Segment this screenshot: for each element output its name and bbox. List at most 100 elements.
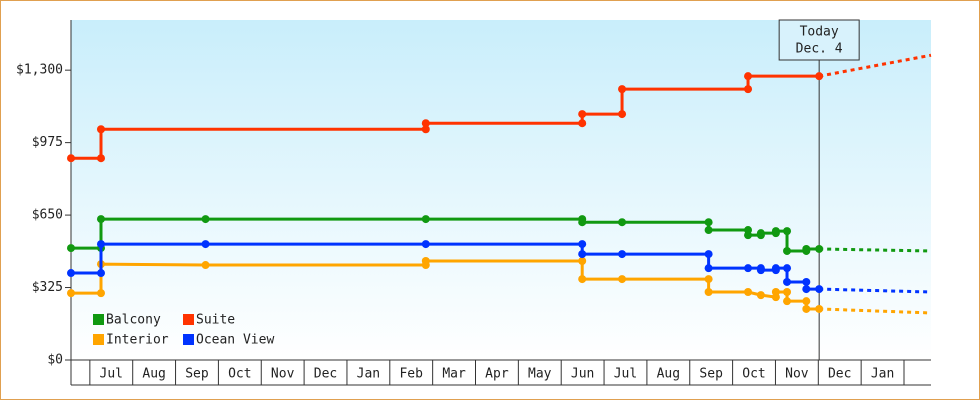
projection-line bbox=[819, 307, 932, 315]
point bbox=[67, 269, 75, 278]
x-tick-label: Nov bbox=[271, 367, 295, 382]
x-tick-label: Jan bbox=[871, 367, 894, 382]
point bbox=[744, 231, 753, 240]
plot-area bbox=[71, 20, 931, 360]
point bbox=[802, 297, 811, 306]
y-tick-label: $325 bbox=[32, 280, 63, 295]
y-tick-label: $975 bbox=[32, 135, 63, 150]
point bbox=[783, 277, 792, 286]
point bbox=[96, 215, 105, 224]
point bbox=[815, 72, 824, 81]
today-label: Today bbox=[800, 25, 839, 40]
point bbox=[578, 240, 587, 249]
legend-label: Balcony bbox=[106, 313, 161, 328]
point bbox=[783, 288, 792, 296]
projection-line bbox=[819, 247, 932, 253]
y-tick-label: $0 bbox=[47, 353, 63, 368]
point bbox=[744, 72, 753, 81]
point bbox=[67, 289, 75, 298]
x-tick-label: Oct bbox=[742, 367, 765, 382]
point bbox=[704, 218, 713, 227]
x-tick-label: Jun bbox=[571, 367, 594, 382]
x-tick-label: Aug bbox=[142, 367, 165, 382]
x-tick-label: Apr bbox=[485, 367, 509, 382]
point bbox=[756, 229, 765, 238]
point bbox=[618, 275, 627, 284]
point bbox=[704, 264, 713, 273]
point bbox=[771, 288, 780, 296]
point bbox=[421, 125, 430, 134]
x-tick-label: Nov bbox=[785, 367, 809, 382]
legend-swatch bbox=[183, 314, 194, 325]
legend-label: Ocean View bbox=[196, 333, 274, 348]
projection-line bbox=[818, 53, 932, 78]
point bbox=[618, 250, 627, 259]
legend-swatch bbox=[93, 314, 104, 325]
projection-line bbox=[819, 287, 932, 294]
point bbox=[201, 261, 210, 270]
point bbox=[771, 264, 780, 273]
x-tick-label: Jul bbox=[100, 367, 123, 382]
today-box bbox=[778, 19, 860, 61]
point bbox=[783, 227, 792, 236]
point bbox=[815, 285, 824, 294]
point bbox=[96, 289, 105, 298]
point bbox=[704, 275, 713, 284]
x-tick-label: Oct bbox=[228, 367, 251, 382]
point bbox=[802, 277, 811, 286]
point bbox=[783, 246, 792, 255]
point bbox=[744, 288, 753, 296]
point bbox=[96, 269, 105, 278]
x-tick-label: May bbox=[528, 367, 552, 382]
point bbox=[201, 240, 210, 249]
point bbox=[578, 218, 587, 227]
x-tick-label: Dec bbox=[828, 367, 851, 382]
point bbox=[771, 227, 780, 236]
x-tick-label: Dec bbox=[314, 367, 337, 382]
point bbox=[421, 240, 430, 249]
point bbox=[704, 250, 713, 259]
point bbox=[421, 257, 430, 266]
point bbox=[578, 110, 587, 119]
point bbox=[96, 125, 105, 134]
x-tick-label: Sep bbox=[699, 367, 723, 382]
x-tick-label: Jul bbox=[614, 367, 637, 382]
point bbox=[744, 85, 753, 94]
point bbox=[578, 257, 587, 266]
point bbox=[802, 285, 811, 294]
x-tick-label: Feb bbox=[399, 367, 423, 382]
point bbox=[96, 154, 105, 163]
today-label: Dec. 4 bbox=[796, 42, 843, 57]
point bbox=[815, 244, 824, 253]
point bbox=[802, 244, 811, 253]
point bbox=[201, 215, 210, 224]
x-tick-label: Aug bbox=[657, 367, 680, 382]
x-tick-label: Sep bbox=[185, 367, 209, 382]
point bbox=[744, 264, 753, 273]
point bbox=[578, 119, 587, 128]
point bbox=[704, 226, 713, 235]
point bbox=[96, 240, 105, 249]
point bbox=[783, 264, 792, 273]
legend-label: Suite bbox=[196, 313, 235, 328]
legend-swatch bbox=[183, 334, 194, 345]
point bbox=[756, 291, 765, 300]
point bbox=[618, 110, 627, 119]
legend-label: Interior bbox=[106, 333, 169, 348]
point bbox=[618, 218, 627, 227]
point bbox=[67, 244, 75, 253]
y-tick-label: $650 bbox=[32, 208, 63, 223]
point bbox=[421, 215, 430, 224]
y-tick-label: $1,300 bbox=[16, 63, 63, 78]
point bbox=[578, 275, 587, 284]
point bbox=[756, 266, 765, 275]
legend-swatch bbox=[93, 334, 104, 345]
x-tick-label: Jan bbox=[357, 367, 380, 382]
point bbox=[802, 304, 811, 313]
point bbox=[815, 304, 824, 313]
point bbox=[578, 250, 587, 259]
x-tick-label: Mar bbox=[442, 367, 466, 382]
point bbox=[618, 85, 627, 94]
point bbox=[67, 154, 75, 163]
